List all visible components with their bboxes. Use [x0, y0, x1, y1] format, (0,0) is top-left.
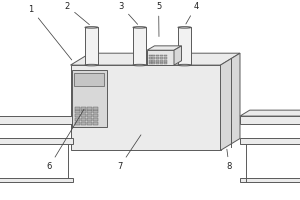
Bar	[81, 110, 86, 113]
Polygon shape	[240, 110, 300, 116]
Bar	[152, 62, 155, 64]
Bar	[0, 116, 74, 124]
Ellipse shape	[178, 27, 191, 28]
Polygon shape	[174, 46, 182, 65]
Bar	[75, 107, 80, 110]
Bar	[81, 118, 86, 121]
Bar	[75, 114, 80, 117]
Ellipse shape	[85, 64, 98, 66]
Bar	[152, 60, 155, 62]
Bar	[164, 57, 167, 59]
Bar	[81, 122, 86, 125]
Bar	[70, 65, 220, 150]
Bar	[93, 114, 98, 117]
Ellipse shape	[133, 64, 146, 66]
Bar	[93, 107, 98, 110]
Bar	[148, 57, 152, 59]
Bar	[93, 122, 98, 125]
Bar	[240, 178, 300, 182]
Bar	[0, 138, 74, 144]
Bar	[164, 60, 167, 62]
Bar	[81, 107, 86, 110]
Bar	[152, 57, 155, 59]
Bar	[74, 73, 104, 86]
Bar	[240, 116, 300, 124]
Bar	[164, 55, 167, 56]
Polygon shape	[147, 46, 182, 50]
Bar	[133, 27, 146, 65]
Bar	[240, 138, 300, 144]
Bar	[160, 62, 163, 64]
Bar	[75, 118, 80, 121]
Bar	[156, 62, 159, 64]
Bar	[81, 114, 86, 117]
Polygon shape	[220, 53, 240, 150]
Text: 7: 7	[117, 135, 141, 171]
Bar	[160, 57, 163, 59]
Text: 5: 5	[156, 2, 161, 37]
Bar	[160, 55, 163, 56]
Text: 2: 2	[64, 2, 89, 25]
Bar	[178, 27, 191, 65]
Bar	[75, 110, 80, 113]
Bar	[75, 122, 80, 125]
Bar	[156, 55, 159, 56]
Bar	[87, 122, 92, 125]
Bar	[72, 70, 106, 127]
Bar	[93, 110, 98, 113]
Bar	[148, 60, 152, 62]
Bar	[164, 62, 167, 64]
Ellipse shape	[133, 27, 146, 28]
Text: 8: 8	[226, 149, 232, 171]
Ellipse shape	[178, 64, 191, 66]
Bar	[87, 110, 92, 113]
Bar	[85, 27, 98, 65]
Bar	[0, 178, 74, 182]
Bar	[156, 60, 159, 62]
Ellipse shape	[85, 27, 98, 28]
Bar	[87, 114, 92, 117]
Bar	[148, 62, 152, 64]
Text: 3: 3	[118, 2, 138, 24]
Bar	[156, 57, 159, 59]
Bar	[93, 118, 98, 121]
Bar	[87, 118, 92, 121]
Bar	[160, 60, 163, 62]
Text: 4: 4	[186, 2, 199, 24]
Polygon shape	[70, 53, 240, 65]
Bar	[147, 50, 174, 65]
Text: 6: 6	[46, 109, 84, 171]
Bar	[152, 55, 155, 56]
Bar	[148, 55, 152, 56]
Bar	[87, 107, 92, 110]
Text: 1: 1	[28, 5, 72, 60]
